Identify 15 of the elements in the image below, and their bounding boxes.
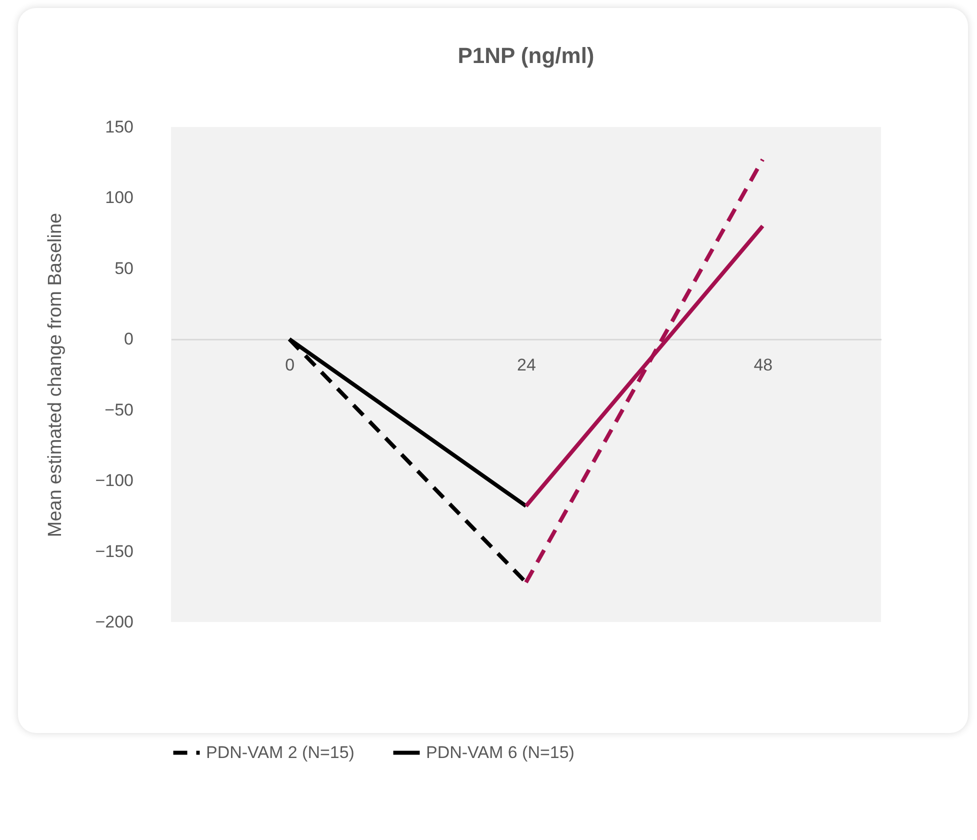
y-tick-label: 0 <box>124 330 134 349</box>
y-axis-title: Mean estimated change from Baseline <box>45 212 66 538</box>
legend-label: PDN-VAM 6 (N=15) <box>426 742 574 762</box>
y-tick-label: 100 <box>105 188 134 208</box>
y-tick-label: −100 <box>95 471 134 490</box>
x-tick-label: 24 <box>517 356 536 375</box>
chart-title: P1NP (ng/ml) <box>458 43 594 68</box>
y-tick-label: 150 <box>105 118 134 136</box>
y-tick-label: −50 <box>104 400 134 420</box>
x-tick-label: 48 <box>754 356 773 375</box>
y-tick-label: −200 <box>95 612 134 632</box>
x-tick-label: 0 <box>285 356 295 375</box>
legend-label: PDN-VAM 2 (N=15) <box>206 742 354 762</box>
y-tick-label: 50 <box>114 258 134 278</box>
y-tick-label: −150 <box>95 542 134 561</box>
